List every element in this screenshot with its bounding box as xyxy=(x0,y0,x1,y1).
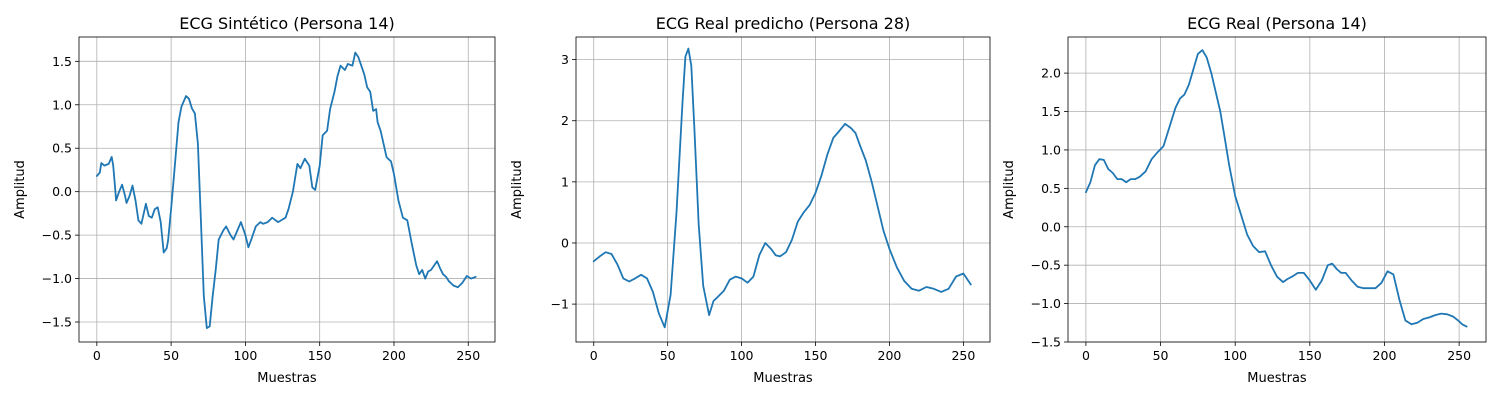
plot-frame xyxy=(1067,36,1487,343)
y-tick-label: 1.0 xyxy=(1041,142,1061,157)
x-tick-label: 0 xyxy=(93,348,101,363)
x-tick-label: 200 xyxy=(878,348,902,363)
x-tick-label: 250 xyxy=(1447,348,1471,363)
x-tick-label: 100 xyxy=(730,348,754,363)
grid-lines xyxy=(79,37,495,342)
x-tick-label: 250 xyxy=(456,348,480,363)
y-tick-label: −0.5 xyxy=(1031,258,1061,273)
chart-title: ECG Real predicho (Persona 28) xyxy=(656,14,910,33)
y-tick-label: 1.0 xyxy=(52,97,72,112)
x-tick-label: 200 xyxy=(382,348,406,363)
x-tick-label: 150 xyxy=(1298,348,1322,363)
ecg-line xyxy=(95,51,477,329)
y-tick-label: 0.0 xyxy=(52,184,72,199)
x-axis-label: Muestras xyxy=(1247,371,1307,386)
y-axis-label: Amplitud xyxy=(510,160,525,219)
axis-ticks: 0 50 100 150 200 250 −1.5 −1.0 −0.5 0.0 0.5 1.0 1.5 2… xyxy=(1031,66,1471,363)
plot-frame xyxy=(78,36,496,343)
y-axis-label: Amplitud xyxy=(1002,160,1017,219)
x-tick-label: 50 xyxy=(1153,348,1169,363)
y-tick-label: −1.5 xyxy=(1031,335,1061,350)
plot-frame xyxy=(575,36,991,343)
x-tick-label: 150 xyxy=(308,348,332,363)
chart-title: ECG Sintético (Persona 14) xyxy=(179,14,395,33)
chart-title: ECG Real (Persona 14) xyxy=(1187,14,1367,33)
ecg-line xyxy=(1085,49,1468,328)
x-axis-label: Muestras xyxy=(753,371,813,386)
y-tick-label: 1.5 xyxy=(52,54,72,69)
x-tick-label: 100 xyxy=(233,348,257,363)
x-tick-label: 200 xyxy=(1373,348,1397,363)
subplot-synthetic: 0 50 100 150 200 250−1.5−1.0−0.50.00.51.01.5 … xyxy=(13,14,496,386)
y-tick-label: −0.5 xyxy=(42,228,72,243)
subplot-predicted: 0 50 100 150 200 250 −1 0 1 2 3 ECG Real predicho … xyxy=(510,14,991,386)
axis-ticks: 0 50 100 150 200 250 −1.5 −1.0 −0.5 0.0 0.5 1.0 1.5 xyxy=(42,54,481,363)
y-tick-label: −1.5 xyxy=(42,315,72,330)
y-tick-label: −1.0 xyxy=(42,271,72,286)
y-tick-label: −1.0 xyxy=(1031,296,1061,311)
axis-ticks: 0 50 100 150 200 250 −1 0 1 2 3 xyxy=(551,52,976,363)
y-tick-label: 3 xyxy=(561,52,569,67)
x-tick-label: 100 xyxy=(1223,348,1247,363)
subplot-real: 0 50 100 150 200 250 −1.5 −1.0 −0.5 0.0 0.5 1.0 1.5 2… xyxy=(1002,14,1487,386)
grid-lines xyxy=(576,37,990,342)
y-tick-label: −1 xyxy=(551,297,569,312)
y-tick-label: 2.0 xyxy=(1041,66,1061,81)
x-tick-label: 250 xyxy=(951,348,975,363)
y-axis-label: Amplitud xyxy=(13,160,28,219)
y-tick-label: 1.5 xyxy=(1041,104,1061,119)
y-tick-label: 0.0 xyxy=(1041,219,1061,234)
y-tick-label: 0.5 xyxy=(52,141,72,156)
y-tick-label: 0.5 xyxy=(1041,181,1061,196)
x-tick-label: 150 xyxy=(804,348,828,363)
x-tick-label: 50 xyxy=(660,348,676,363)
x-tick-label: 0 xyxy=(590,348,598,363)
y-tick-label: 1 xyxy=(561,174,569,189)
ecg-line xyxy=(592,47,972,329)
x-tick-label: 0 xyxy=(1082,348,1090,363)
x-tick-label: 50 xyxy=(163,348,179,363)
x-axis-label: Muestras xyxy=(257,371,317,386)
grid-lines xyxy=(1068,37,1486,343)
y-tick-label: 0 xyxy=(561,235,569,250)
y-tick-label: 2 xyxy=(561,113,569,128)
